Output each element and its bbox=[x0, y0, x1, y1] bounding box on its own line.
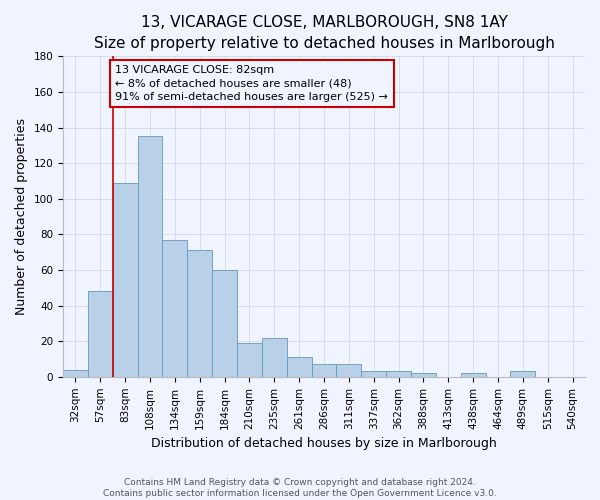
Bar bbox=[212, 270, 237, 377]
Y-axis label: Number of detached properties: Number of detached properties bbox=[15, 118, 28, 315]
Bar bbox=[113, 182, 137, 377]
Bar bbox=[461, 374, 485, 377]
Bar bbox=[262, 338, 287, 377]
Title: 13, VICARAGE CLOSE, MARLBOROUGH, SN8 1AY
Size of property relative to detached h: 13, VICARAGE CLOSE, MARLBOROUGH, SN8 1AY… bbox=[94, 15, 554, 51]
Text: 13 VICARAGE CLOSE: 82sqm
← 8% of detached houses are smaller (48)
91% of semi-de: 13 VICARAGE CLOSE: 82sqm ← 8% of detache… bbox=[115, 65, 388, 102]
Text: Contains HM Land Registry data © Crown copyright and database right 2024.
Contai: Contains HM Land Registry data © Crown c… bbox=[103, 478, 497, 498]
Bar bbox=[137, 136, 163, 377]
Bar bbox=[287, 357, 311, 377]
Bar bbox=[88, 292, 113, 377]
Bar bbox=[337, 364, 361, 377]
Bar bbox=[237, 343, 262, 377]
X-axis label: Distribution of detached houses by size in Marlborough: Distribution of detached houses by size … bbox=[151, 437, 497, 450]
Bar bbox=[63, 370, 88, 377]
Bar bbox=[187, 250, 212, 377]
Bar bbox=[411, 374, 436, 377]
Bar bbox=[311, 364, 337, 377]
Bar bbox=[361, 372, 386, 377]
Bar bbox=[386, 372, 411, 377]
Bar bbox=[163, 240, 187, 377]
Bar bbox=[511, 372, 535, 377]
